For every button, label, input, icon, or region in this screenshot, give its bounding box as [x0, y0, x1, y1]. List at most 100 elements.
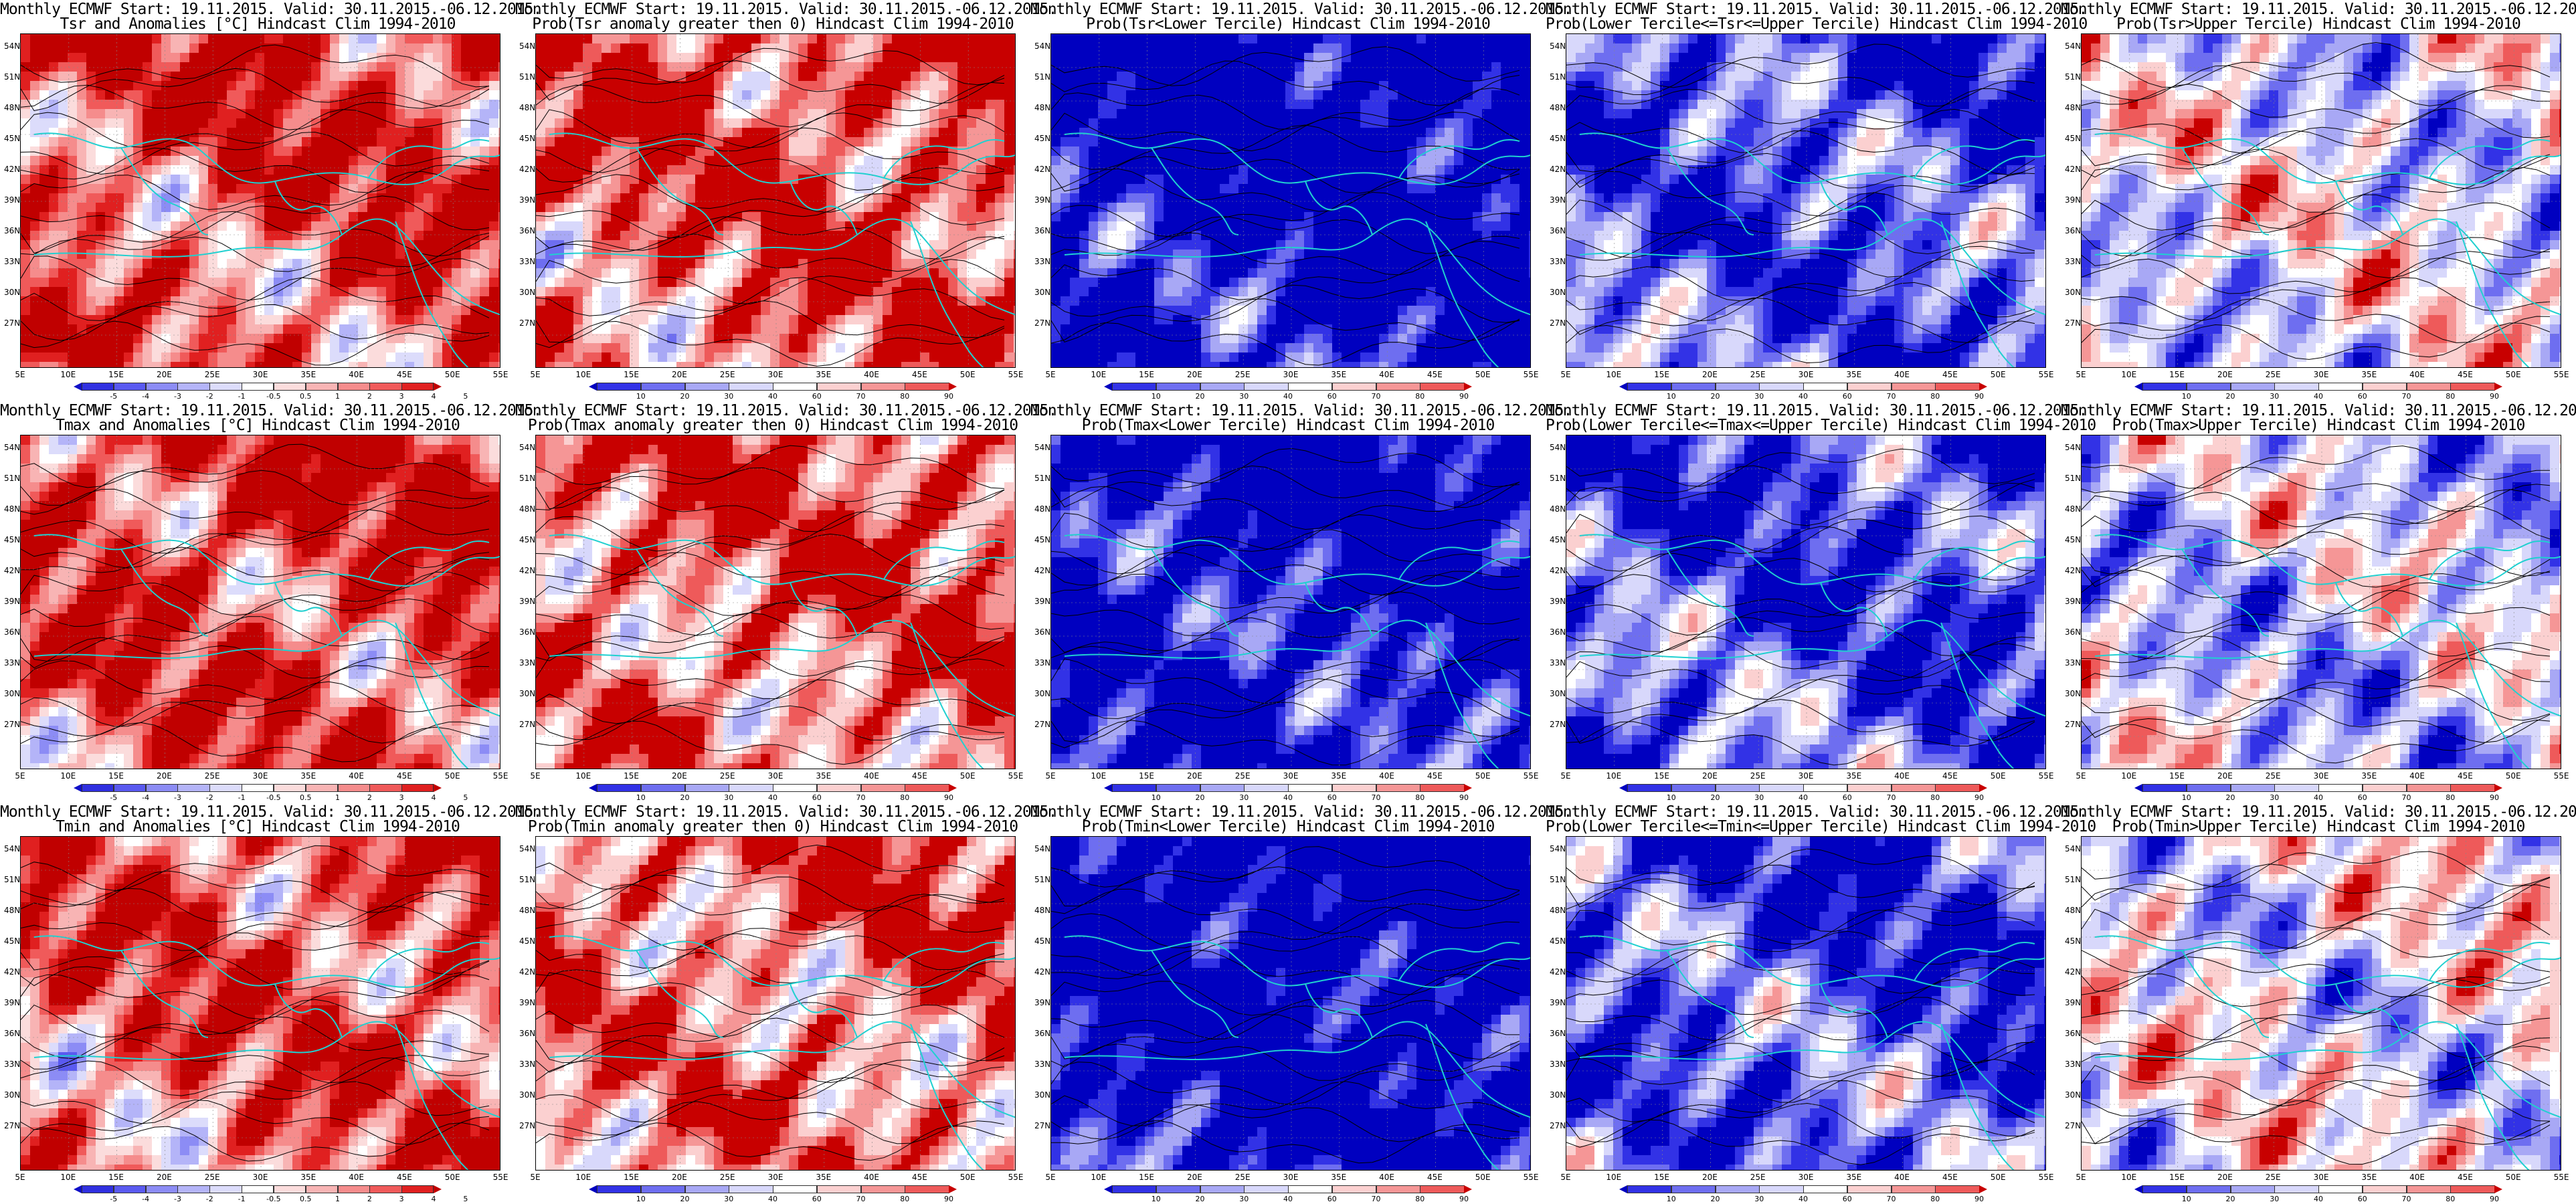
longitude-tick-label: 25E [1744, 370, 1771, 379]
coastline [1579, 218, 2045, 316]
contour-line [21, 660, 490, 701]
colorbar-segment [816, 784, 861, 792]
colorbar-segment [860, 784, 905, 792]
latitude-tick-label: 36N [519, 627, 535, 637]
coastline [1305, 181, 1373, 235]
latitude-tick-label: 51N [519, 875, 535, 884]
longitude-tick-label: 35E [1325, 370, 1352, 379]
colorbar-segment [273, 1185, 306, 1193]
colorbar-segment [1803, 383, 1848, 391]
panel-subtitle: Prob(Lower Tercile<=Tsr<=Upper Tercile) … [1546, 16, 2088, 32]
colorbar-segment [337, 383, 370, 391]
panel-title: Monthly ECMWF Start: 19.11.2015. Valid: … [2061, 403, 2576, 419]
colorbar-segment [337, 784, 370, 792]
colorbar-tick-label: -3 [167, 793, 187, 802]
colorbar-segment [2318, 383, 2363, 391]
colorbar-tick-label: 90 [2484, 392, 2504, 401]
latitude-tick-label: 30N [1550, 689, 1566, 698]
colorbar-tick-label: -5 [104, 1195, 124, 1203]
longitude-tick-label: 25E [714, 771, 741, 781]
latitude-tick-label: 48N [2065, 103, 2081, 112]
latitude-tick-label: 33N [519, 658, 535, 668]
colorbar [589, 1185, 957, 1195]
contour-line [536, 82, 1005, 128]
longitude-tick-label: 10E [2116, 771, 2142, 781]
colorbar-segment [2230, 784, 2275, 792]
longitude-tick-label: 25E [1229, 370, 1256, 379]
longitude-tick-label: 20E [666, 1173, 693, 1182]
map-panel: Monthly ECMWF Start: 19.11.2015. Valid: … [2061, 401, 2576, 803]
colorbar-segment [2274, 383, 2319, 391]
colorbar-tick-label: 10 [2177, 793, 2197, 802]
contour-line [1566, 997, 2035, 1041]
colorbar [589, 383, 957, 392]
contour-line [21, 1099, 490, 1145]
colorbar-segment [597, 383, 642, 391]
colorbar-segment [1847, 383, 1892, 391]
latitude-tick-label: 33N [1550, 257, 1566, 266]
longitude-tick-label: 30E [762, 370, 789, 379]
contour-line [536, 147, 1005, 191]
contour-line [536, 445, 1005, 489]
contour-line [536, 952, 1005, 996]
contour-line [21, 211, 490, 257]
contour-line [1051, 906, 1520, 948]
longitude-tick-label: 10E [1600, 771, 1627, 781]
coastline [910, 221, 984, 367]
colorbar-segment [684, 383, 729, 391]
colorbar-segment [2406, 1185, 2451, 1193]
contour-line [2082, 506, 2551, 549]
latitude-tick-label: 51N [2065, 72, 2081, 82]
latitude-tick-label: 42N [1550, 165, 1566, 174]
colorbar-min-arrow [2134, 383, 2142, 391]
contour-line [536, 486, 1005, 532]
colorbar-tick-label: 80 [2440, 793, 2460, 802]
longitude-tick-label: 25E [2260, 1173, 2286, 1182]
colorbar [2134, 784, 2502, 793]
longitude-tick-label: 20E [1181, 771, 1208, 781]
colorbar-segment [1671, 1185, 1716, 1193]
contour-line [536, 174, 1005, 213]
contour-line [2082, 1061, 2551, 1107]
contour-line [2082, 621, 2551, 660]
longitude-tick-label: 5E [2067, 370, 2094, 379]
latitude-tick-label: 36N [1034, 226, 1050, 235]
colorbar-tick-label: 60 [2353, 793, 2373, 802]
contour-line [21, 681, 490, 727]
longitude-tick-label: 50E [1985, 370, 2011, 379]
contour-line [536, 679, 1005, 724]
colorbar-tick-label: 40 [1793, 392, 1813, 401]
colorbar-tick-label: 10 [1661, 793, 1681, 802]
latitude-tick-label: 27N [1550, 318, 1566, 328]
latitude-tick-label: 51N [4, 474, 20, 483]
longitude-tick-label: 15E [1133, 1173, 1160, 1182]
contour-line [2082, 277, 2551, 321]
contour-line [21, 109, 490, 148]
latitude-tick-label: 30N [1550, 288, 1566, 297]
colorbar-tick-label: 10 [631, 392, 651, 401]
map-svg [2082, 435, 2561, 769]
colorbar-segment [1420, 383, 1465, 391]
map-plot-area [535, 33, 1016, 368]
contour-line [1051, 320, 1520, 366]
colorbar-tick-label: 20 [1190, 793, 1210, 802]
latitude-tick-label: 45N [1550, 535, 1566, 544]
contour-line [536, 216, 1005, 260]
colorbar-max-arrow [2494, 784, 2502, 792]
latitude-tick-label: 27N [519, 720, 535, 729]
longitude-tick-label: 55E [1517, 1173, 1544, 1182]
colorbar-segment [1112, 784, 1157, 792]
coastline [1064, 218, 1530, 316]
colorbar-tick-label: 10 [631, 793, 651, 802]
latitude-tick-label: 54N [2065, 844, 2081, 854]
colorbar-segment [401, 1185, 434, 1193]
colorbar-segment [1935, 1185, 1980, 1193]
colorbar-segment [82, 383, 114, 391]
contour-line [2082, 1017, 2551, 1059]
colorbar-tick-label: 30 [2264, 793, 2284, 802]
contour-line [536, 906, 1005, 951]
contour-line [21, 195, 490, 238]
panel-subtitle: Tsr and Anomalies [°C] Hindcast Clim 199… [0, 16, 515, 32]
map-svg [21, 34, 500, 367]
longitude-tick-label: 5E [7, 370, 33, 379]
